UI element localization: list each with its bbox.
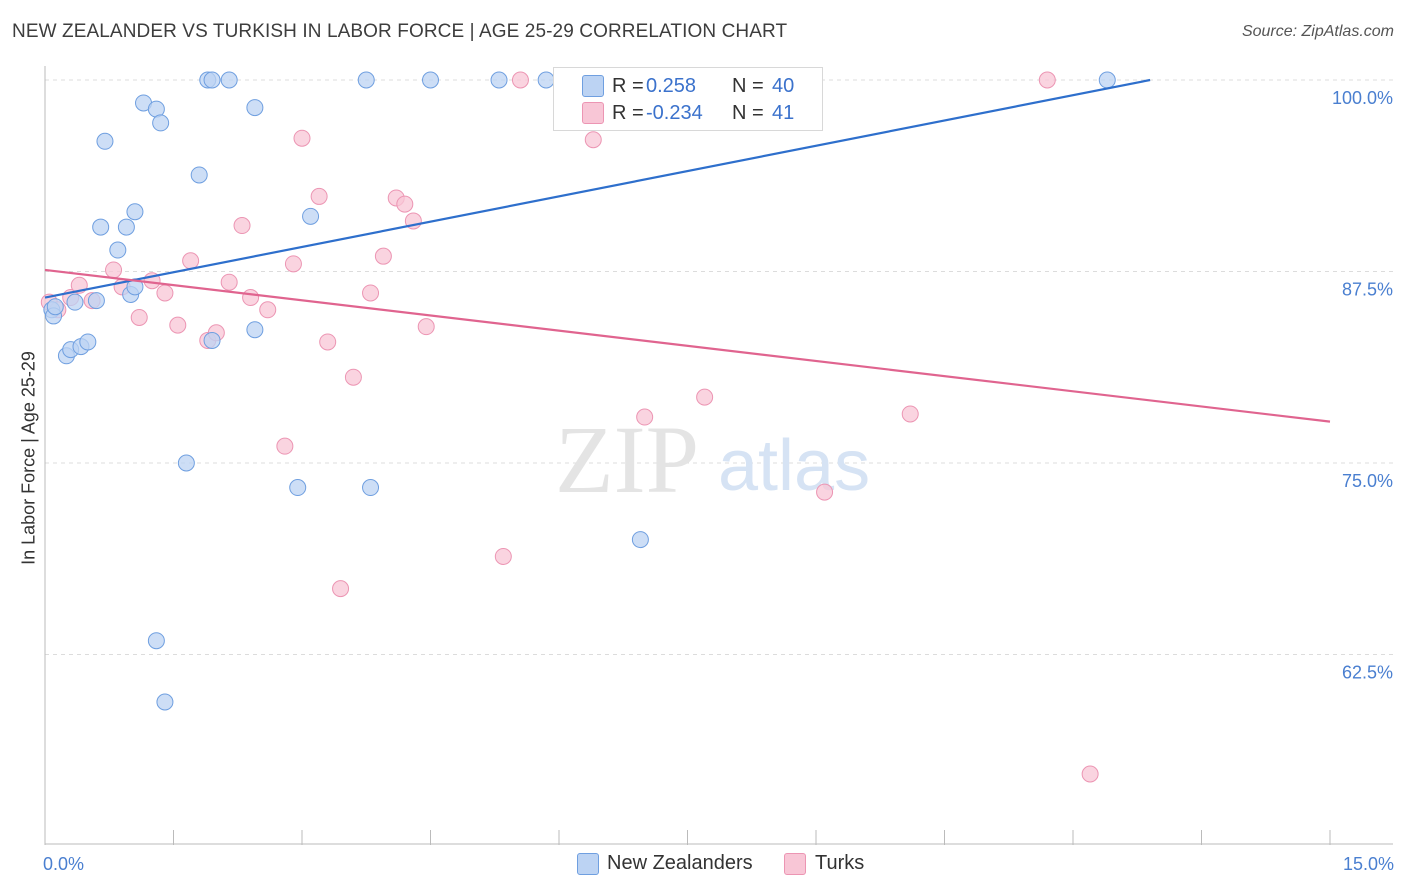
turks-point — [284, 255, 302, 273]
turks-point — [233, 217, 251, 235]
new-zealanders-point — [631, 531, 649, 549]
new-zealanders-point — [362, 479, 380, 497]
turks-point — [374, 247, 392, 265]
turks-point — [584, 131, 602, 149]
turks-point — [169, 316, 187, 334]
turks-trend-line — [44, 268, 1331, 423]
turks-point — [310, 187, 328, 205]
bottom-legend-turks: Turks — [815, 852, 865, 874]
watermark-atlas: atlas — [718, 426, 870, 506]
new-zealanders-point — [126, 203, 144, 221]
legend-n-label: N = — [732, 75, 764, 97]
new-zealanders-point — [357, 71, 375, 89]
y-tick-label: 100.0% — [1332, 88, 1393, 108]
turks-point — [636, 408, 654, 426]
turks-point — [396, 195, 414, 213]
new-zealanders-point — [96, 132, 114, 150]
new-zealanders-point — [147, 632, 165, 650]
turks-point — [182, 252, 200, 270]
turks-point — [1038, 71, 1056, 89]
new-zealanders-point — [152, 114, 170, 132]
legend-r-value: -0.234 — [646, 102, 703, 124]
watermark-zip: ZIP — [555, 406, 699, 513]
turks-point — [696, 388, 714, 406]
x-tick-label-min: 0.0% — [43, 854, 84, 874]
new-zealanders-point — [537, 71, 555, 89]
turks-point — [242, 289, 260, 307]
axes — [44, 66, 1393, 845]
turks-point — [511, 71, 529, 89]
new-zealanders-point — [246, 321, 264, 339]
turks-point — [276, 437, 294, 455]
turks-point — [1081, 765, 1099, 783]
turks-point — [156, 284, 174, 302]
new-zealanders-point — [289, 479, 307, 497]
new-zealanders-point — [109, 241, 127, 259]
new-zealanders-point — [203, 71, 221, 89]
new-zealanders-point — [66, 293, 84, 311]
legend-r-label: R = — [612, 75, 644, 97]
legend-swatch-blue — [582, 75, 604, 97]
trend-lines — [44, 78, 1331, 423]
new-zealanders-point — [117, 218, 135, 236]
y-tick-label: 75.0% — [1342, 471, 1393, 491]
new-zealanders-trend-line — [44, 78, 1151, 299]
bottom-legend-new-zealanders: New Zealanders — [607, 852, 753, 874]
new-zealanders-point — [190, 166, 208, 184]
turks-point — [494, 547, 512, 565]
turks-point — [901, 405, 919, 423]
bottom-legend-swatch-new-zealanders — [577, 853, 599, 875]
source-label: Source: ZipAtlas.com — [1241, 23, 1394, 40]
turks-point — [344, 368, 362, 386]
turks-point — [816, 483, 834, 501]
new-zealanders-point — [1098, 71, 1116, 89]
y-tick-labels: 62.5% 75.0% 87.5% 100.0% — [1332, 88, 1393, 683]
legend-n-value: 40 — [772, 75, 795, 97]
turks-point — [332, 580, 350, 598]
turks-point — [319, 333, 337, 351]
legend-swatch-pink — [582, 102, 604, 124]
turks-point — [417, 318, 435, 336]
chart-title: NEW ZEALANDER VS TURKISH IN LABOR FORCE … — [12, 21, 788, 42]
new-zealanders-point — [490, 71, 508, 89]
turks-point — [130, 308, 148, 326]
legend-r-value: 0.258 — [646, 75, 697, 97]
grid-lines — [45, 79, 1393, 655]
legend-n-label: N = — [732, 102, 764, 124]
turks-point — [362, 284, 380, 302]
bottom-legend-swatch-turks — [784, 853, 806, 875]
new-zealanders-point — [79, 333, 97, 351]
new-zealanders-point — [302, 207, 320, 225]
turks-point — [293, 129, 311, 147]
y-tick-label: 62.5% — [1342, 663, 1393, 683]
turks-point — [220, 273, 238, 291]
new-zealanders-point — [422, 71, 439, 89]
stats-legend: R = 0.258 N = 40 R = -0.234 N = 41 — [553, 67, 823, 131]
new-zealanders-point — [92, 218, 110, 236]
new-zealanders-point — [46, 298, 64, 316]
new-zealanders-point — [220, 71, 238, 89]
turks-point — [105, 261, 123, 279]
x-tick-label-max: 15.0% — [1343, 854, 1394, 874]
y-tick-label: 87.5% — [1342, 280, 1393, 300]
turks-point — [259, 301, 277, 319]
new-zealanders-point — [156, 693, 174, 711]
legend-r-label: R = — [612, 102, 644, 124]
legend-n-value: 41 — [772, 102, 795, 124]
new-zealanders-point — [203, 331, 221, 349]
new-zealanders-point — [177, 454, 195, 472]
new-zealanders-point — [246, 99, 264, 117]
new-zealanders-point — [87, 292, 105, 310]
new-zealanders-points — [43, 71, 1116, 711]
